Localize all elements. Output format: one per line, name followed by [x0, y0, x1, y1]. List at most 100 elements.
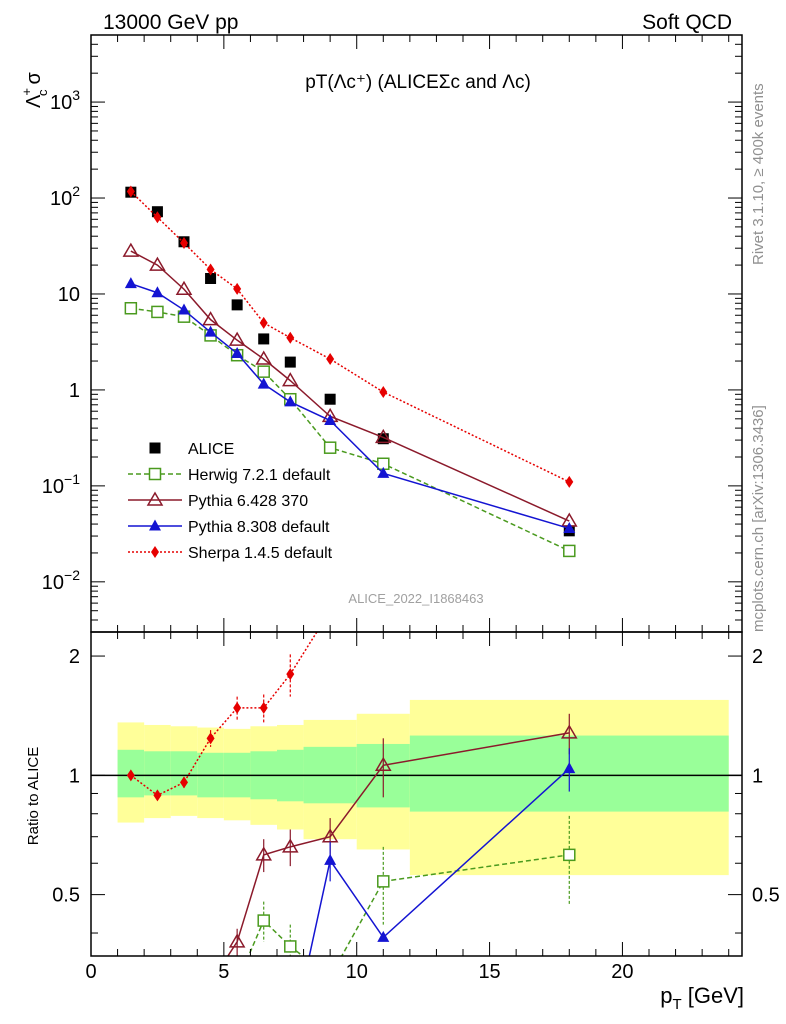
main-ytick-label-1: 10−1: [42, 471, 80, 498]
point-pythia-6-428-370-6: [281, 372, 299, 387]
point-pythia-8-308-default-3: [204, 325, 217, 337]
svg-text:Λ+cσ: Λ+cσ: [19, 72, 50, 108]
ratio-line-pythia-8-308-default: [308, 768, 570, 956]
ylabel-sub: c: [35, 89, 50, 96]
main-ylabel: Λ+cσ: [19, 72, 50, 108]
ratio-point-sherpa-1-4-5-default-3: [206, 732, 215, 745]
legend-marker-pythia-8-308-default: [149, 519, 161, 531]
ratio-point-sherpa-1-4-5-default-7: [326, 605, 334, 617]
point-herwig-7-2-1-default-7: [323, 441, 337, 454]
point-sherpa-1-4-5-default-8: [379, 386, 388, 399]
main-ytick-label-5: 103: [50, 87, 80, 114]
point-pythia-8-308-default-5: [257, 377, 270, 389]
point-pythia-8-308-default-0: [124, 277, 137, 289]
point-sherpa-1-4-5-default-6: [286, 331, 295, 344]
ratio-line-sherpa-1-4-5-default: [130, 632, 318, 797]
ratio-point-pythia-6-428-370-2: [255, 846, 273, 861]
main-ytick-label-4: 102: [50, 183, 80, 210]
mcplots-label: mcplots.cern.ch [arXiv:1306.3436]: [750, 405, 767, 632]
ratio-point-sherpa-1-4-5-default-5: [259, 701, 268, 714]
ratio-point-sherpa-1-4-5-default-6: [286, 668, 295, 681]
point-herwig-7-2-1-default-5: [257, 365, 270, 378]
main-ytick-label-3: 10: [58, 284, 80, 306]
point-pythia-6-428-370-4: [228, 331, 246, 346]
ratio-ytick-label-right-2: 2: [752, 646, 763, 668]
legend-label-pythia-6-428-370: Pythia 6.428 370: [188, 493, 308, 510]
xlabel-main: p: [660, 983, 672, 1008]
ratio-point-pythia-8-308-default-0: [298, 976, 310, 987]
point-sherpa-1-4-5-default-0: [126, 185, 135, 198]
point-herwig-7-2-1-default-0: [124, 301, 138, 315]
point-sherpa-1-4-5-default-5: [259, 316, 268, 329]
ratio-point-herwig-7-2-1-default-1: [257, 914, 270, 927]
line-pythia-8-308-default: [130, 282, 570, 530]
xtick-label-4: 20: [611, 961, 633, 983]
ratio-point-sherpa-1-4-5-default-2: [180, 776, 188, 789]
main-ytick-mantissa-4: 10: [50, 188, 72, 210]
point-alice-4: [231, 299, 243, 311]
main-ytick-exponent-0: −2: [64, 567, 80, 583]
point-sherpa-1-4-5-default-1: [153, 211, 162, 224]
xtick-label-3: 15: [478, 961, 500, 983]
main-ytick-exponent-1: −1: [64, 471, 80, 487]
xtick-label-0: 0: [85, 961, 96, 983]
ratio-point-pythia-6-428-370-1: [228, 933, 246, 948]
ratio-line-herwig-7-2-1-default: [247, 854, 570, 956]
point-pythia-8-308-default-4: [231, 346, 244, 358]
ratio-point-herwig-7-2-1-default-0: [232, 977, 243, 988]
point-pythia-6-428-370-0: [122, 242, 140, 257]
point-herwig-7-2-1-default-1: [151, 305, 164, 319]
xtick-label-1: 5: [218, 961, 229, 983]
point-pythia-6-428-370-5: [255, 350, 273, 365]
ratio-point-herwig-7-2-1-default-5: [563, 848, 576, 862]
ratio-point-sherpa-1-4-5-default-4: [233, 701, 242, 714]
xlabel-sub: T: [672, 996, 681, 1013]
line-herwig-7-2-1-default: [130, 307, 570, 552]
ylabel-sup: +: [19, 88, 34, 96]
main-frame: [90, 34, 743, 633]
point-pythia-8-308-default-1: [151, 286, 164, 298]
main-ytick-exponent-4: 2: [72, 183, 80, 199]
xtick-label-2: 10: [346, 961, 368, 983]
ratio-point-pythia-8-308-default-3: [563, 762, 576, 774]
process-label: Soft QCD: [642, 11, 732, 34]
main-ytick-exponent-5: 3: [72, 87, 80, 103]
main-ytick-mantissa-1: 10: [42, 476, 64, 498]
line-pythia-6-428-370: [130, 250, 570, 522]
band-inner-2: [170, 751, 198, 796]
main-ytick-mantissa-0: 10: [42, 572, 64, 594]
legend-label-herwig-7-2-1-default: Herwig 7.2.1 default: [188, 467, 331, 484]
ratio-point-sherpa-1-4-5-default-0: [126, 769, 135, 782]
ratio-point-sherpa-1-4-5-default-1: [153, 789, 162, 802]
legend-marker-herwig-7-2-1-default: [148, 467, 162, 481]
point-sherpa-1-4-5-default-2: [180, 236, 188, 249]
energy-label: 13000 GeV pp: [103, 11, 238, 34]
ratio-point-herwig-7-2-1-default-2: [284, 940, 297, 953]
xlabel-tail: [GeV]: [682, 983, 744, 1008]
ratio-point-pythia-8-308-default-1: [324, 853, 337, 865]
ratio-point-pythia-6-428-370-6: [560, 724, 578, 739]
plot-title: pT(Λc⁺) (ALICEΣc and Λc): [305, 72, 531, 93]
point-herwig-7-2-1-default-9: [563, 544, 576, 558]
legend-label-pythia-8-308-default: Pythia 8.308 default: [188, 519, 330, 536]
ratio-ytick-label-left-2: 2: [69, 646, 80, 668]
ratio-ytick-label-right-1: 1: [752, 765, 763, 787]
point-sherpa-1-4-5-default-4: [233, 282, 242, 295]
analysis-label: ALICE_2022_I1868463: [348, 591, 483, 606]
ylabel-tail: σ: [23, 72, 45, 85]
legend: ALICE Herwig 7.2.1 default Pythia 6.428 37…: [128, 441, 333, 562]
ratio-ytick-label-left-1: 1: [69, 765, 80, 787]
main-ytick-label-2: 1: [69, 380, 80, 402]
ratio-series-layer: [126, 605, 578, 988]
ratio-point-pythia-6-428-370-0: [204, 976, 218, 988]
ratio-ylabel: Ratio to ALICE: [25, 747, 42, 845]
legend-label-sherpa-1-4-5-default: Sherpa 1.4.5 default: [188, 545, 333, 562]
legend-marker-pythia-6-428-370: [146, 491, 164, 506]
main-ytick-label-0: 10−2: [42, 567, 80, 594]
point-pythia-8-308-default-8: [377, 466, 390, 478]
ylabel-base: Λ: [23, 94, 45, 108]
main-ytick-mantissa-5: 10: [50, 92, 72, 114]
point-alice-7: [324, 393, 336, 405]
point-pythia-6-428-370-2: [175, 280, 193, 295]
